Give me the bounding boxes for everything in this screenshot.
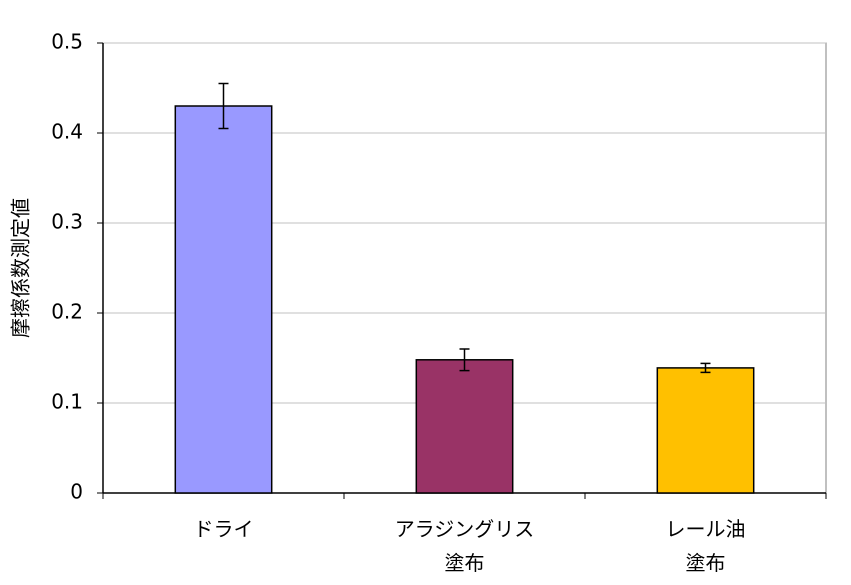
- y-tick-label: 0.3: [51, 210, 83, 234]
- x-tick-label: アラジングリス 塗布: [394, 517, 535, 575]
- x-tick-label: レール油 塗布: [665, 517, 746, 575]
- y-axis-label: 摩擦係数測定値: [9, 198, 33, 338]
- y-tick-label: 0: [70, 480, 83, 504]
- bar: [174, 105, 273, 494]
- y-tick-label: 0.1: [51, 390, 83, 414]
- y-tick-label: 0.5: [51, 30, 83, 54]
- x-tick-label: ドライ: [193, 517, 254, 541]
- bar: [656, 367, 755, 494]
- y-tick-label: 0.2: [51, 300, 83, 324]
- y-tick-label: 0.4: [51, 120, 83, 144]
- bar: [415, 359, 514, 494]
